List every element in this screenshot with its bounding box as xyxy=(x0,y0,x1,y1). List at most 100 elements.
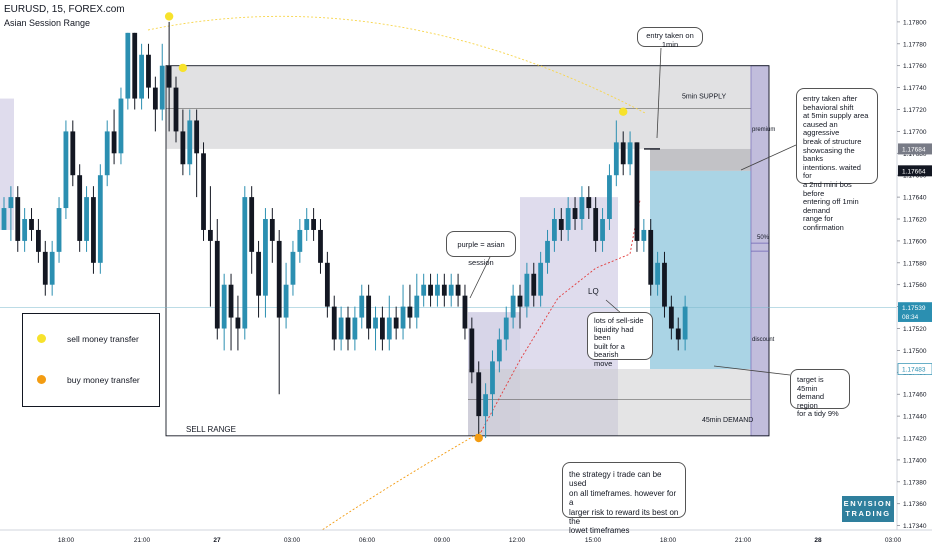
candle-body xyxy=(77,175,83,241)
sell-transfer-curve xyxy=(147,15,646,114)
candle-body xyxy=(503,317,509,340)
candle-body xyxy=(641,229,647,241)
brand-logo[interactable]: ENVISION TRADING xyxy=(842,496,894,522)
candle-body xyxy=(146,54,151,88)
candle-body xyxy=(91,197,96,263)
candle-body xyxy=(97,175,103,263)
time-tick-label: 12:00 xyxy=(509,537,526,544)
candle-body xyxy=(132,32,138,99)
sell-transfer-dot xyxy=(619,107,628,116)
candle-body xyxy=(634,142,640,241)
callout-arrow xyxy=(713,365,791,376)
candle-body xyxy=(490,361,495,395)
candle-body xyxy=(249,197,255,252)
price-tick-label: 1.17760 xyxy=(903,63,927,70)
candle-body xyxy=(42,251,48,285)
candle-body xyxy=(352,317,358,340)
candle-body xyxy=(448,284,454,296)
candle-body xyxy=(125,32,131,99)
callout-liquidity: lots of sell-side liquidity had been bui… xyxy=(587,312,653,368)
callout-entry-1min: entry taken on 1min xyxy=(637,27,703,48)
candle-body xyxy=(662,262,667,307)
price-label: 08:34 xyxy=(902,314,919,321)
price-tick-label: 1.17460 xyxy=(903,392,927,399)
price-label-bg xyxy=(898,165,932,177)
price-label-bg xyxy=(897,363,932,375)
candle-body xyxy=(476,372,482,417)
entry-detail-line: at 5min supply area xyxy=(803,111,869,121)
time-axis: 18:00 21:00 27 03:00 06:00 09:00 12:00 15:00 18:… xyxy=(0,529,932,550)
price-label: 1.17483 xyxy=(902,367,926,374)
buy-transfer-dot xyxy=(474,433,483,443)
liquidity-line: lots of sell-side xyxy=(594,316,644,325)
time-tick-label: 15:00 xyxy=(585,537,602,544)
liquidity-line: move xyxy=(594,358,613,368)
brand-line-1: ENVISION xyxy=(843,499,893,508)
label-45min-demand: 45min DEMAND xyxy=(702,417,753,424)
candle-body xyxy=(441,284,447,296)
candle-body xyxy=(152,87,158,110)
liquidity-line: liquidity had been xyxy=(594,324,634,343)
price-label-bg xyxy=(898,302,932,314)
candle-body xyxy=(538,262,544,296)
candle-body xyxy=(359,295,365,318)
candle-body xyxy=(111,131,117,154)
candle-body xyxy=(201,153,206,230)
candle-body xyxy=(545,240,550,263)
candle-body xyxy=(56,208,62,252)
price-tick-label: 1.17600 xyxy=(903,238,927,245)
candle-body xyxy=(593,208,599,241)
time-tick-label: 21:00 xyxy=(735,537,752,544)
label-lq: LQ xyxy=(588,287,599,296)
candle-body xyxy=(166,65,172,88)
candle-body xyxy=(455,284,461,296)
liquidity-line: built for a bearish xyxy=(594,341,625,360)
candle-body xyxy=(607,175,612,220)
candle-body xyxy=(1,208,7,230)
chart-zones: 5min SUPPLY 45min DEMAND SELL RANGE premium… xyxy=(0,65,897,437)
candle-body xyxy=(194,120,200,154)
candle-body xyxy=(407,306,413,318)
price-tick-label: 1.17620 xyxy=(903,217,927,224)
candle-body xyxy=(421,284,427,296)
candle-body xyxy=(496,339,502,362)
candle-body xyxy=(682,306,688,340)
sell-dot-icon xyxy=(37,334,46,343)
candle-body xyxy=(63,131,69,209)
price-tick-label: 1.17440 xyxy=(903,414,927,421)
time-tick-label: 03:00 xyxy=(284,537,301,544)
candle-body xyxy=(414,295,420,318)
candle-body xyxy=(269,219,275,241)
candle-body xyxy=(159,65,165,110)
candle-body xyxy=(49,251,55,285)
time-tick-label: 27 xyxy=(213,537,221,544)
entry-detail-line: behavioral shift xyxy=(803,102,854,112)
time-tick-label: 06:00 xyxy=(359,537,376,544)
price-tick-label: 1.17360 xyxy=(903,501,927,508)
candle-body xyxy=(84,197,89,241)
candle-body xyxy=(263,219,268,296)
time-axis-bg xyxy=(0,530,897,550)
candle-body xyxy=(208,229,213,241)
candle-body xyxy=(393,317,399,329)
callout-strategy: the strategy i trade can be used on all … xyxy=(562,462,686,535)
candle-body xyxy=(435,284,440,296)
callout-arrow xyxy=(605,299,623,315)
candle-body xyxy=(187,120,193,165)
candle-body xyxy=(70,131,76,176)
candle-body xyxy=(620,142,626,165)
candle-body xyxy=(8,197,14,209)
money-transfer-dots xyxy=(164,12,628,443)
candle-body xyxy=(600,219,605,241)
target-line: demand region xyxy=(797,392,825,410)
candle-body xyxy=(428,284,433,296)
candle-body xyxy=(565,208,571,230)
entry-detail-line: showcasing the banks xyxy=(803,145,855,164)
entry-detail-line: break of structure xyxy=(803,136,862,146)
demand-zone xyxy=(468,369,751,436)
label-sell-range: SELL RANGE xyxy=(186,425,236,434)
callout-arrow xyxy=(469,256,491,299)
candle-body xyxy=(380,317,385,340)
candle-body xyxy=(338,317,344,340)
